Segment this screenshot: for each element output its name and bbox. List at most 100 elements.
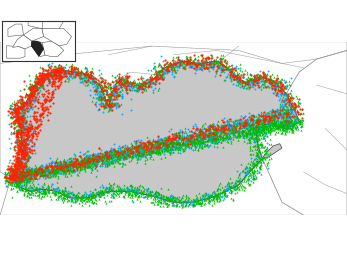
Point <box>202 132 208 136</box>
Point <box>179 145 185 150</box>
Point <box>227 75 232 79</box>
Point <box>195 133 200 137</box>
Point <box>21 137 27 142</box>
Point <box>261 127 267 131</box>
Point <box>141 153 146 157</box>
Point <box>91 157 96 161</box>
Point <box>120 162 125 166</box>
Point <box>283 86 289 90</box>
Point <box>176 65 182 69</box>
Point <box>13 174 18 178</box>
Point <box>248 167 253 171</box>
Point <box>280 121 285 125</box>
Point <box>129 188 134 192</box>
Point <box>32 88 37 92</box>
Point <box>16 178 22 182</box>
Point <box>273 111 278 115</box>
Point <box>16 128 22 132</box>
Point <box>261 118 267 122</box>
Point <box>293 127 298 131</box>
Point <box>271 116 276 120</box>
Point <box>110 160 116 164</box>
Point <box>186 128 192 133</box>
Point <box>34 93 40 97</box>
Point <box>73 66 78 70</box>
Point <box>28 94 33 98</box>
Point <box>254 120 259 124</box>
Point <box>106 161 111 165</box>
Point <box>225 127 230 131</box>
Point <box>13 174 18 178</box>
Point <box>6 175 11 179</box>
Point <box>21 117 26 122</box>
Point <box>58 162 63 166</box>
Point <box>79 158 85 162</box>
Point <box>109 108 114 112</box>
Point <box>26 95 31 99</box>
Point <box>198 140 203 144</box>
Point <box>58 166 64 170</box>
Point <box>236 71 242 76</box>
Point <box>107 85 113 89</box>
Point <box>280 95 286 99</box>
Point <box>174 141 180 145</box>
Point <box>241 124 247 128</box>
Point <box>85 75 90 79</box>
Point <box>209 60 214 64</box>
Point <box>169 203 175 207</box>
Point <box>174 62 179 66</box>
Point <box>139 83 145 87</box>
Point <box>11 183 17 187</box>
Point <box>89 81 95 85</box>
Point <box>141 76 146 80</box>
Point <box>128 97 133 101</box>
Point <box>73 72 79 76</box>
Point <box>121 148 127 152</box>
Point <box>46 184 51 188</box>
Point <box>120 157 126 161</box>
Point <box>121 194 126 198</box>
Point <box>281 119 287 123</box>
Point <box>44 165 50 169</box>
Point <box>190 134 196 139</box>
Point <box>251 74 257 78</box>
Point <box>185 136 191 140</box>
Point <box>163 61 169 65</box>
Point <box>269 114 275 118</box>
Point <box>64 73 69 77</box>
Point <box>41 68 46 72</box>
Point <box>41 164 47 169</box>
Point <box>18 119 24 123</box>
Point <box>257 157 263 161</box>
Point <box>86 196 91 200</box>
Point <box>139 86 145 90</box>
Point <box>55 176 61 180</box>
Point <box>214 67 220 71</box>
Point <box>23 180 29 184</box>
Point <box>21 144 26 149</box>
Point <box>18 179 24 183</box>
Point <box>45 190 51 194</box>
Point <box>26 178 32 182</box>
Point <box>103 88 109 92</box>
Point <box>111 188 116 192</box>
Point <box>17 156 22 160</box>
Point <box>31 100 37 104</box>
Point <box>285 122 290 126</box>
Point <box>254 135 259 139</box>
Point <box>58 171 63 175</box>
Point <box>25 98 31 103</box>
Point <box>177 199 183 204</box>
Point <box>147 152 152 156</box>
Point <box>110 194 116 198</box>
Point <box>122 143 128 147</box>
Point <box>265 77 271 81</box>
Point <box>16 147 22 151</box>
Point <box>148 76 153 80</box>
Point <box>269 79 274 83</box>
Point <box>108 104 113 108</box>
Point <box>12 173 17 178</box>
Point <box>106 153 112 157</box>
Point <box>130 151 135 155</box>
Point <box>146 141 152 145</box>
